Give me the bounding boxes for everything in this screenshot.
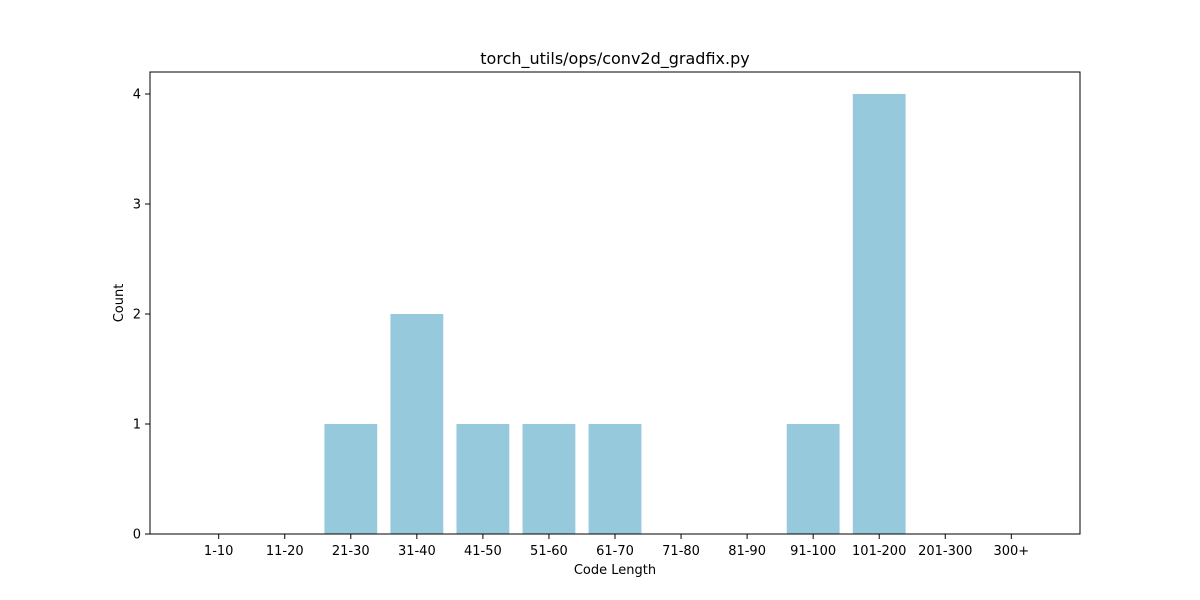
x-tick-label: 81-90: [728, 544, 766, 559]
x-tick-label: 31-40: [398, 544, 436, 559]
bar-21-30: [324, 424, 378, 534]
bars-group: [324, 94, 906, 534]
bar-51-60: [522, 424, 576, 534]
y-tick-label: 0: [133, 528, 141, 543]
plot-frame: [149, 71, 1081, 535]
y-axis-ticks: 0 1 2 3 4: [133, 88, 150, 543]
x-axis-label: Code Length: [574, 563, 656, 578]
x-tick-label: 41-50: [464, 544, 502, 559]
x-tick-label: 71-80: [662, 544, 700, 559]
x-tick-label: 61-70: [596, 544, 634, 559]
y-axis-label: Count: [112, 284, 127, 323]
x-tick-label: 101-200: [852, 544, 906, 559]
bar-91-100: [786, 424, 840, 534]
bar-41-50: [456, 424, 510, 534]
y-tick-label: 3: [133, 198, 141, 213]
bar-61-70: [588, 424, 642, 534]
bar-101-200: [852, 94, 906, 534]
x-tick-label: 11-20: [266, 544, 304, 559]
x-tick-label: 51-60: [530, 544, 568, 559]
x-axis-ticks: 1-10 11-20 21-30 31-40 41-50 51-60 61-70 71-80 8…: [204, 534, 1029, 559]
x-tick-label: 201-300: [918, 544, 972, 559]
x-tick-label: 300+: [993, 544, 1029, 559]
x-tick-label: 91-100: [790, 544, 836, 559]
y-tick-label: 2: [133, 308, 141, 323]
y-tick-label: 1: [133, 418, 141, 433]
x-tick-label: 21-30: [332, 544, 370, 559]
chart-title: torch_utils/ops/conv2d_gradfix.py: [480, 49, 749, 69]
bar-31-40: [390, 314, 444, 534]
x-tick-label: 1-10: [204, 544, 234, 559]
y-tick-label: 4: [133, 88, 141, 103]
